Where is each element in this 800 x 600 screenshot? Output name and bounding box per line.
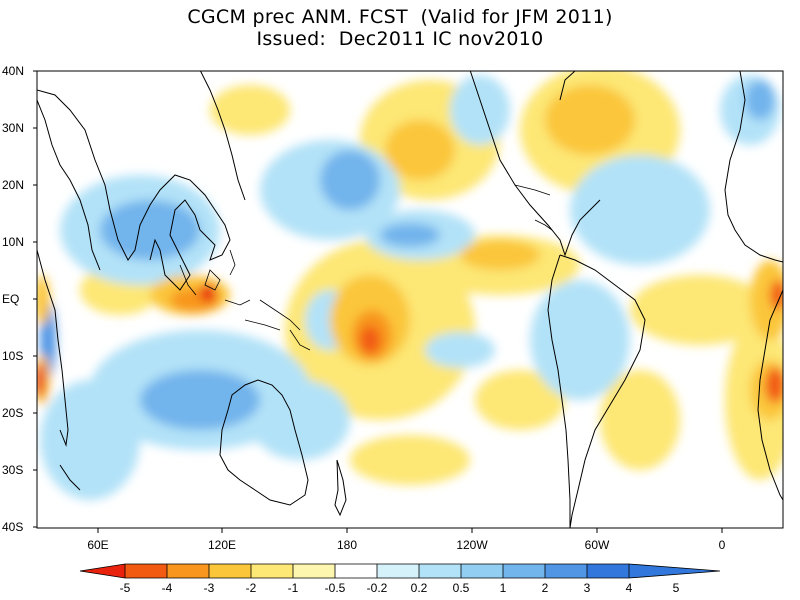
lat-label-30n: 30N xyxy=(2,121,25,135)
colorbar-high-arrow xyxy=(629,564,720,578)
colorbar-box xyxy=(461,564,503,578)
colorbar-label: -1 xyxy=(287,581,299,595)
colorbar-label: -5 xyxy=(119,581,131,595)
colorbar-label: 4 xyxy=(625,581,633,595)
lon-label-60w: 60W xyxy=(584,538,610,552)
islands xyxy=(179,184,553,351)
title-block: CGCM prec ANM. FCST (Valid for JFM 2011)… xyxy=(0,6,800,50)
colorbar-label: -4 xyxy=(161,581,173,595)
colorbar-label: 3 xyxy=(583,581,591,595)
anomaly-blobs xyxy=(37,71,783,500)
lat-label-10s: 10S xyxy=(2,349,24,363)
colorbar-label: 5 xyxy=(672,581,680,595)
lat-label-eq: EQ xyxy=(2,292,20,306)
colorbar-box xyxy=(251,564,293,578)
colorbar-box xyxy=(503,564,545,578)
colorbar-box xyxy=(167,564,209,578)
map-subtitle: Issued: Dec2011 IC nov2010 xyxy=(256,28,544,50)
colorbar-label: 1 xyxy=(499,581,507,595)
colorbar xyxy=(79,563,721,579)
colorbar-box xyxy=(209,564,251,578)
lon-ticks xyxy=(97,528,723,533)
colorbar-low-arrow xyxy=(80,564,125,578)
lon-label-120e: 120E xyxy=(207,538,237,552)
colorbar-label: -0.2 xyxy=(366,581,388,595)
colorbar-box xyxy=(293,564,335,578)
map-title: CGCM prec ANM. FCST (Valid for JFM 2011) xyxy=(187,6,613,28)
colorbar-label: 0.2 xyxy=(410,581,428,595)
colorbar-label: 0.5 xyxy=(452,581,470,595)
lon-label-180: 180 xyxy=(336,538,358,552)
lon-label-120w: 120W xyxy=(456,538,488,552)
lon-label-60e: 60E xyxy=(87,538,109,552)
colorbar-box xyxy=(335,564,377,578)
lat-label-10n: 10N xyxy=(2,235,25,249)
lon-label-0: 0 xyxy=(718,538,726,552)
lat-label-20n: 20N xyxy=(2,178,25,192)
colorbar-box xyxy=(125,564,167,578)
lat-label-20s: 20S xyxy=(2,406,24,420)
colorbar-box xyxy=(587,564,629,578)
lat-label-40n: 40N xyxy=(2,64,25,78)
lat-ticks xyxy=(33,70,37,528)
lat-label-30s: 30S xyxy=(2,463,24,477)
colorbar-box xyxy=(377,564,419,578)
colorbar-label: 2 xyxy=(541,581,549,595)
coastlines xyxy=(37,71,783,528)
colorbar-box xyxy=(419,564,461,578)
lat-label-40s: 40S xyxy=(2,520,24,534)
colorbar-label: -3 xyxy=(203,581,215,595)
anomaly-field xyxy=(37,71,783,528)
colorbar-label: -2 xyxy=(245,581,257,595)
colorbar-box xyxy=(545,564,587,578)
colorbar-label: -0.5 xyxy=(324,581,346,595)
